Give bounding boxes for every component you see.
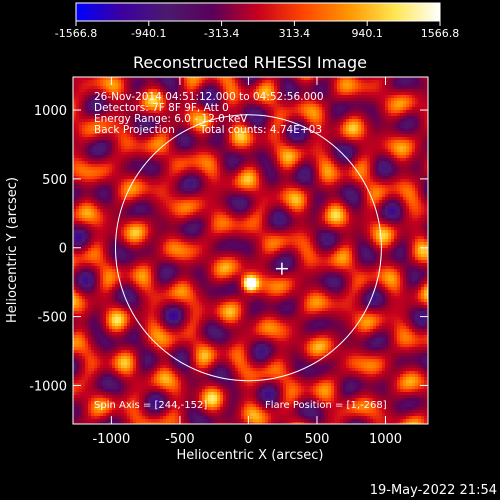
colorbar-tick-label: 313.4 (279, 27, 311, 40)
axis-ticks: -1000 -500 0 500 1000 -1000 -500 0 500 1000 (29, 77, 428, 447)
heatmap-image (73, 77, 428, 424)
annotation-total-counts: Total counts: 4.74E+03 (199, 124, 322, 136)
x-tick-label: 0 (244, 432, 252, 447)
annotation-energy-range: Energy Range: 6.0 - 12.0 keV (94, 113, 248, 125)
annotation-flare-position: Flare Position = [1,-268] (265, 400, 387, 411)
colorbar-tick-label: -1566.8 (55, 27, 97, 40)
y-tick-label: 1000 (34, 104, 67, 119)
flare-cross-marker (275, 262, 288, 275)
x-tick-label: -500 (165, 432, 195, 447)
plot-frame (72, 76, 429, 425)
y-tick-label: -1000 (29, 379, 67, 394)
colorbar-tick-label: -940.1 (131, 27, 166, 40)
x-tick-label: 1000 (369, 432, 402, 447)
y-tick-label: -500 (37, 311, 67, 326)
colorbar-ticks: -1566.8 -940.1 -313.4 313.4 940.1 1566.8 (55, 21, 459, 40)
x-axis-label: Heliocentric X (arcsec) (177, 448, 324, 463)
colorbar-tick-label: 940.1 (351, 27, 383, 40)
y-tick-label: 0 (59, 242, 67, 257)
colorbar (75, 2, 441, 22)
footer-timestamp: 19-May-2022 21:54 (370, 483, 497, 498)
colorbar-tick-label: -313.4 (204, 27, 239, 40)
colorbar-tick-label: 1566.8 (421, 27, 460, 40)
y-tick-label: 500 (42, 173, 67, 188)
annotation-time-range: 26-Nov-2014 04:51:12.000 to 04:52:56.000 (94, 91, 324, 103)
chart-title: Reconstructed RHESSI Image (133, 53, 367, 72)
annotation-method: Back Projection (94, 124, 175, 136)
annotation-detectors: Detectors: 7F 8F 9F, Att 0 (94, 102, 229, 114)
y-axis-label: Heliocentric Y (arcsec) (5, 177, 20, 323)
x-tick-label: -1000 (92, 432, 130, 447)
x-tick-label: 500 (305, 432, 330, 447)
solar-limb-circle (114, 114, 382, 382)
annotation-spin-axis: Spin Axis = [244,-152] (94, 400, 207, 411)
